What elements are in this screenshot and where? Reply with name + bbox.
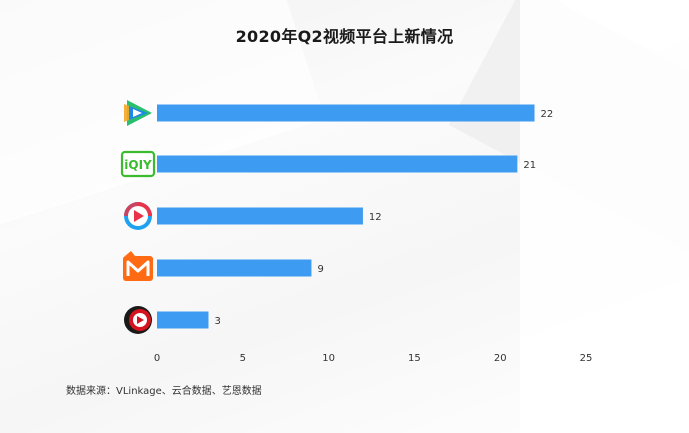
logo-shape bbox=[133, 109, 142, 117]
x-tick-label: 15 bbox=[408, 353, 421, 364]
x-tick-label: 0 bbox=[154, 353, 160, 364]
data-label: 22 bbox=[541, 109, 554, 120]
logo-shape bbox=[126, 260, 150, 276]
bar bbox=[157, 104, 535, 122]
youku-logo-icon bbox=[124, 202, 152, 230]
data-label: 9 bbox=[317, 264, 323, 275]
source-note: 数据来源：VLinkage、云合数据、艺恩数据 bbox=[66, 386, 262, 397]
x-tick-label: 5 bbox=[240, 353, 246, 364]
logo-shape bbox=[134, 210, 144, 222]
logo-shape bbox=[137, 316, 144, 324]
x-tick-label: 25 bbox=[580, 353, 593, 364]
tencent-video-logo-icon bbox=[124, 100, 152, 126]
logo-text: iQIY bbox=[124, 158, 152, 172]
bar bbox=[157, 259, 312, 277]
iqiyi-logo-icon: iQIY bbox=[120, 150, 156, 178]
logo-shape bbox=[120, 150, 156, 178]
logo-shape bbox=[125, 251, 135, 256]
chart-title: 2020年Q2视频平台上新情况 bbox=[235, 27, 454, 46]
bar bbox=[157, 207, 363, 225]
bar bbox=[157, 155, 518, 173]
data-label: 12 bbox=[369, 212, 382, 223]
bar bbox=[157, 311, 209, 329]
x-tick-label: 20 bbox=[494, 353, 507, 364]
data-label: 3 bbox=[214, 316, 220, 327]
mango-tv-logo-icon bbox=[123, 251, 153, 281]
x-tick-label: 10 bbox=[322, 353, 335, 364]
sohu-video-logo-icon bbox=[124, 306, 152, 334]
data-label: 21 bbox=[523, 160, 536, 171]
